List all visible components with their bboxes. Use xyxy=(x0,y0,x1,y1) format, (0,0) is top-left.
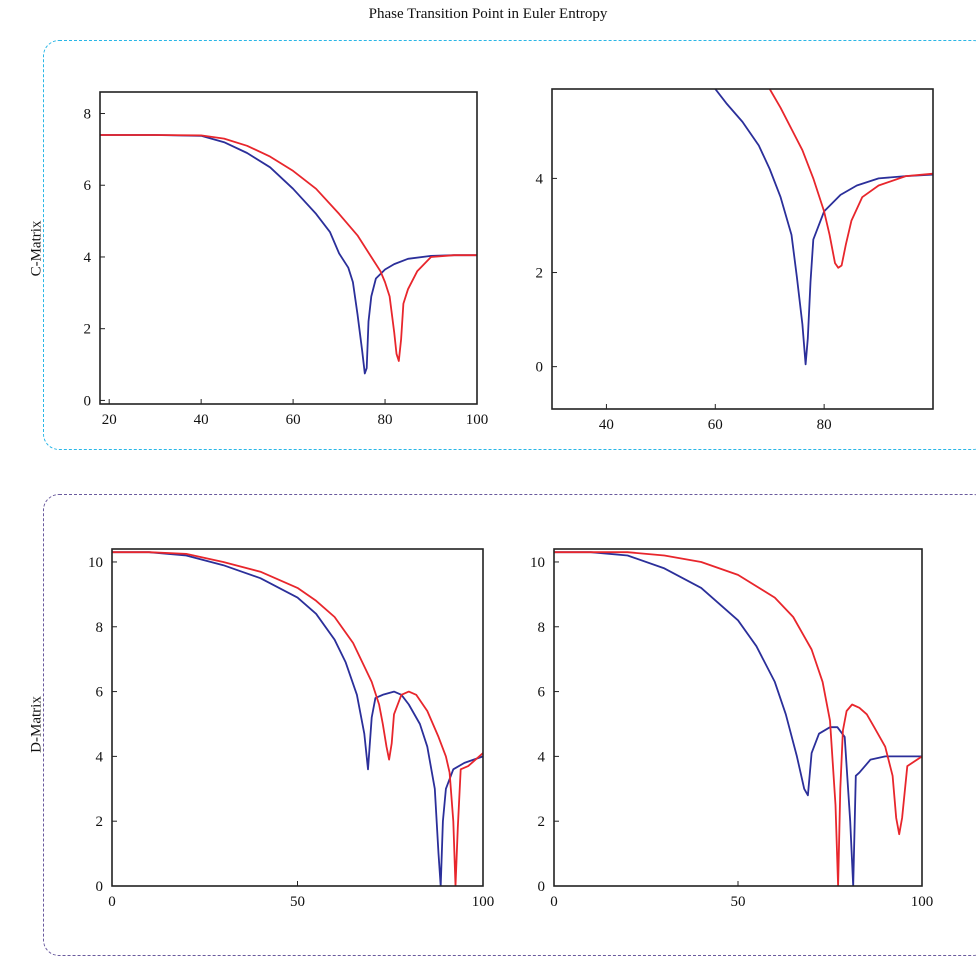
plot-2-ytick-label: 4 xyxy=(536,171,544,187)
c-matrix-group xyxy=(43,40,976,450)
plot-3-ytick-label: 4 xyxy=(96,749,104,765)
plot-3-frame xyxy=(111,548,484,887)
plot-1-xtick-label: 100 xyxy=(466,412,489,428)
plot-3-ytick-label: 10 xyxy=(88,555,103,571)
plot-3-ytick-label: 6 xyxy=(96,685,104,701)
plot-4-ytick-label: 10 xyxy=(530,555,545,571)
plot-1-series-red-line xyxy=(100,134,477,362)
plot-1-ytick-label: 6 xyxy=(84,178,92,194)
plot-4-frame xyxy=(553,548,923,887)
plot-4-xtick-label: 100 xyxy=(911,894,934,910)
plot-2-ytick-label: 0 xyxy=(536,360,544,376)
plot-4-xtick-label: 50 xyxy=(731,894,746,910)
plot-1-series-blue-line xyxy=(100,134,477,375)
plot-3-xtick-label: 0 xyxy=(108,894,116,910)
plot-4-ytick-label: 2 xyxy=(538,814,546,830)
plot-4-xtick-label: 0 xyxy=(550,894,558,910)
plot-1-xtick-label: 60 xyxy=(286,412,301,428)
plot-3-ytick-label: 8 xyxy=(96,620,104,636)
plot-4-ytick-label: 0 xyxy=(538,879,546,895)
plot-2-series-blue-line xyxy=(714,89,933,366)
plot-3-ytick-label: 2 xyxy=(96,814,104,830)
d-matrix-group xyxy=(43,494,976,956)
plot-1-ytick-label: 4 xyxy=(84,250,92,266)
plot-3-ytick-label: 0 xyxy=(96,879,104,895)
plot-1-xtick-label: 20 xyxy=(102,412,117,428)
plot-2-xtick-label: 80 xyxy=(817,417,832,433)
plot-1-frame xyxy=(99,91,478,405)
plot-1-xtick-label: 80 xyxy=(378,412,393,428)
plot-2-frame xyxy=(551,88,934,410)
plot-4-ytick-label: 6 xyxy=(538,685,546,701)
plot-3-series-red-line xyxy=(112,551,483,886)
plot-1-xtick-label: 40 xyxy=(194,412,209,428)
plot-1-ytick-label: 0 xyxy=(84,393,92,409)
plot-4-series-red-line xyxy=(554,551,922,886)
plot-1-ytick-label: 8 xyxy=(84,107,92,123)
plot-3-series-blue-line xyxy=(112,551,483,886)
plot-2-series-red-line xyxy=(768,89,933,269)
plot-2-xtick-label: 60 xyxy=(708,417,723,433)
plot-2-xtick-label: 40 xyxy=(599,417,614,433)
plot-4-ytick-label: 4 xyxy=(538,749,546,765)
figure-title: Phase Transition Point in Euler Entropy xyxy=(368,6,608,22)
plot-4-series-blue-line xyxy=(554,551,922,886)
plot-2-ytick-label: 2 xyxy=(536,266,544,282)
plot-4-ytick-label: 8 xyxy=(538,620,546,636)
plot-3-xtick-label: 50 xyxy=(290,894,305,910)
plot-1-ytick-label: 2 xyxy=(84,322,92,338)
plot-3-xtick-label: 100 xyxy=(472,894,495,910)
